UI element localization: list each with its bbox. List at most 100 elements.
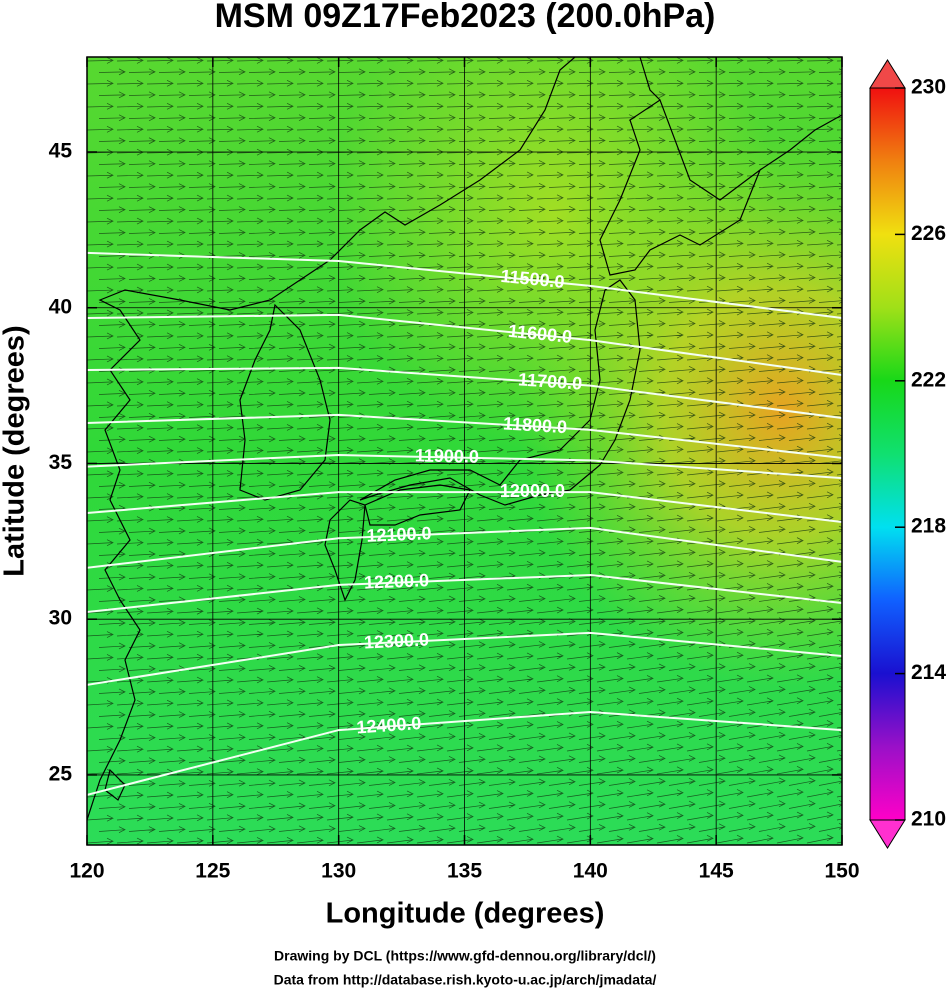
contour-line xyxy=(87,573,842,614)
colorbar-tick-label: 226 xyxy=(911,222,946,245)
x-tick-label: 135 xyxy=(447,860,482,883)
credit-line: Data from http://database.rish.kyoto-u.a… xyxy=(274,972,657,988)
wind-arrow-row xyxy=(87,788,842,799)
wind-arrow-row xyxy=(87,308,842,317)
contour-label: 12000.0 xyxy=(500,481,565,501)
wind-vectors xyxy=(87,57,875,856)
wind-arrow-row xyxy=(98,114,842,122)
wind-arrow-row xyxy=(87,377,842,386)
wind-arrow-row xyxy=(98,228,842,236)
contour-label: 12100.0 xyxy=(366,523,432,546)
wind-arrow-row xyxy=(87,582,842,592)
wind-arrow-row xyxy=(98,731,842,742)
x-tick-label: 120 xyxy=(69,860,104,883)
wind-arrow-row xyxy=(98,205,842,213)
y-tick-label: 30 xyxy=(49,607,72,630)
grid xyxy=(87,57,842,845)
colorbar-scale xyxy=(869,87,906,821)
wind-arrow-row xyxy=(87,491,842,501)
contour-line xyxy=(87,526,842,569)
hokkaido-coast xyxy=(599,99,762,276)
wind-arrow-row xyxy=(98,342,842,351)
wind-arrow-row xyxy=(87,422,842,432)
wind-arrow-row xyxy=(98,182,842,191)
wind-arrow-row xyxy=(98,274,842,282)
plot-area: 11500.011600.011700.011800.011900.012000… xyxy=(87,57,875,856)
contour-label: 11700.0 xyxy=(517,369,582,393)
axes: 120 125 130 135 140 145 150 25 30 35 40 45 xyxy=(49,57,860,883)
y-axis-label: Latitude (degrees) xyxy=(0,325,31,576)
wind-arrow-row xyxy=(87,674,842,684)
wind-arrow-row xyxy=(87,57,842,64)
wind-arrow-row xyxy=(87,262,842,271)
contours: 11500.011600.011700.011800.011900.012000… xyxy=(87,251,842,796)
contour-label: 12300.0 xyxy=(364,629,430,652)
contour-line xyxy=(87,631,842,686)
wind-arrow-row xyxy=(87,79,842,87)
colorbar-over xyxy=(869,59,906,89)
x-tick-label: 130 xyxy=(321,860,356,883)
wind-arrow-row xyxy=(87,331,842,340)
wind-arrow-row xyxy=(87,811,842,822)
wind-arrow-row xyxy=(99,846,875,856)
contour-line xyxy=(87,454,842,480)
colorbar-tick-label: 218 xyxy=(911,515,946,538)
wind-arrow-row xyxy=(98,754,842,765)
contour-label: 12200.0 xyxy=(364,570,430,593)
x-tick-label: 125 xyxy=(195,860,230,883)
honshu-coast xyxy=(359,279,641,506)
credit-line: Drawing by DCL (https://www.gfd-dennou.o… xyxy=(274,948,656,964)
wind-arrow-row xyxy=(98,617,842,627)
wind-arrow-row xyxy=(98,159,842,168)
wind-arrow-row xyxy=(98,777,842,788)
wind-arrow-row xyxy=(87,354,842,363)
wind-arrow-row xyxy=(98,640,842,650)
wind-arrow-row xyxy=(87,834,842,845)
wind-arrow-row xyxy=(98,685,842,696)
x-tick-label: 145 xyxy=(699,860,734,883)
colorbar-under xyxy=(869,819,906,849)
x-tick-label: 140 xyxy=(573,860,608,883)
colorbar-tick-label: 230 xyxy=(911,76,946,99)
wind-arrow-row xyxy=(87,697,842,707)
wind-arrow-row xyxy=(98,822,842,833)
wind-arrow-row xyxy=(98,800,842,811)
kyushu-coast xyxy=(324,499,366,602)
contour-line xyxy=(87,711,842,796)
contour-label: 11800.0 xyxy=(502,413,567,437)
x-tick-label: 150 xyxy=(824,860,859,883)
colorbar-tick-label: 210 xyxy=(911,808,946,831)
wind-arrow-row xyxy=(87,514,842,524)
contour-line xyxy=(87,491,842,524)
contour-line xyxy=(87,366,842,419)
wind-arrow-row xyxy=(87,194,842,202)
wind-arrow-row xyxy=(87,102,842,110)
contour-line xyxy=(87,251,842,319)
contour-label: 11900.0 xyxy=(415,445,479,466)
wind-arrow-row xyxy=(87,125,842,133)
colorbar: 210 214 218 222 226 230 xyxy=(869,59,946,849)
korea-coast xyxy=(239,303,331,501)
wind-arrow-row xyxy=(87,400,842,409)
continent-coast xyxy=(87,57,576,821)
wind-arrow-row xyxy=(98,91,842,99)
coastline xyxy=(87,57,842,821)
wind-arrow-row xyxy=(98,594,842,604)
x-axis-label: Longitude (degrees) xyxy=(326,898,605,930)
contour-line xyxy=(87,413,842,459)
y-tick-label: 25 xyxy=(49,762,73,785)
y-tick-label: 45 xyxy=(49,140,73,163)
y-tick-label: 35 xyxy=(49,451,73,474)
wind-arrow-row xyxy=(98,434,842,443)
wind-arrow-row xyxy=(98,319,842,328)
chart-title: MSM 09Z17Feb2023 (200.0hPa) xyxy=(215,0,716,35)
wind-arrow-row xyxy=(87,239,842,248)
sakhalin-coast xyxy=(639,57,661,101)
contour-label: 12400.0 xyxy=(356,713,422,738)
wind-arrow-row xyxy=(98,388,842,397)
wind-arrow-row xyxy=(87,445,842,455)
y-tick-label: 40 xyxy=(49,295,72,318)
contour-line xyxy=(87,313,842,376)
